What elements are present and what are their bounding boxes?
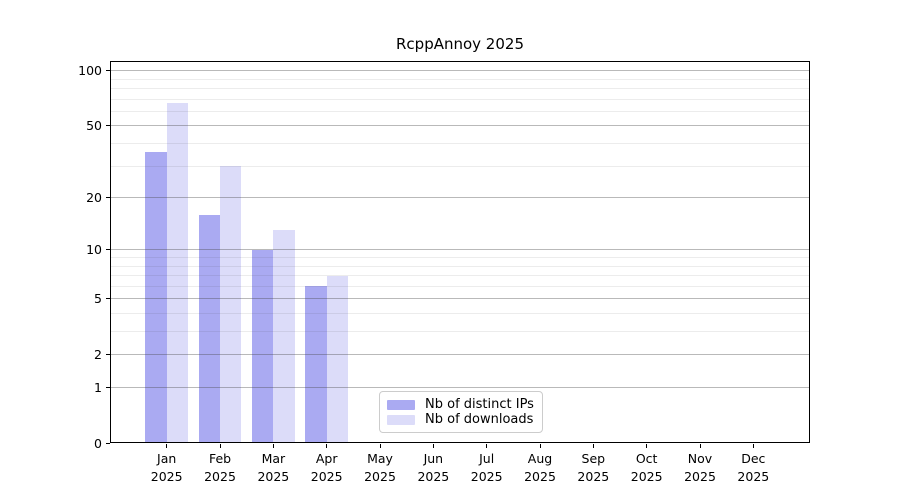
legend-swatch-distinct-ips (387, 399, 415, 410)
x-tick-label-month: Aug (527, 451, 553, 466)
x-tick-label-feb: Feb 2025 (192, 450, 248, 486)
legend-item-downloads: Nb of downloads (387, 412, 534, 427)
x-tick-aug (539, 443, 541, 448)
plot-area (110, 61, 810, 443)
x-tick-label-month: Jul (479, 451, 495, 466)
x-tick-may (379, 443, 381, 448)
y-tick-label-5: 5 (94, 290, 102, 306)
legend: Nb of distinct IPs Nb of downloads (379, 391, 543, 433)
x-tick-dec (752, 443, 754, 448)
x-tick-label-jan: Jan 2025 (139, 450, 195, 486)
x-tick-label-mar: Mar 2025 (245, 450, 301, 486)
y-tick-label-10: 10 (86, 241, 102, 257)
x-tick-label-year: 2025 (150, 469, 183, 484)
x-tick-label-jun: Jun 2025 (405, 450, 461, 486)
x-tick-label-month: Sep (581, 451, 606, 466)
x-tick-label-year: 2025 (630, 469, 663, 484)
y-tick-label-2: 2 (94, 346, 102, 362)
y-tick-0 (106, 443, 110, 444)
x-tick-label-year: 2025 (257, 469, 290, 484)
x-tick-label-year: 2025 (204, 469, 236, 484)
x-tick-jul (486, 443, 488, 448)
x-tick-label-month: Jan (157, 451, 177, 466)
x-tick-label-year: 2025 (524, 469, 556, 484)
x-tick-label-month: Mar (261, 451, 286, 466)
x-tick-label-month: Feb (208, 451, 232, 466)
x-tick-label-year: 2025 (310, 469, 343, 484)
x-tick-label-year: 2025 (577, 469, 610, 484)
x-tick-label-may: May 2025 (352, 450, 408, 486)
y-tick-label-20: 20 (86, 189, 102, 205)
x-tick-label-year: 2025 (684, 469, 716, 484)
x-tick-label-dec: Dec 2025 (725, 450, 781, 486)
legend-label-distinct-ips: Nb of distinct IPs (425, 397, 534, 412)
y-tick-label-100: 100 (78, 62, 102, 78)
x-tick-nov (699, 443, 701, 448)
x-tick-label-month: May (367, 451, 393, 466)
legend-swatch-downloads (387, 414, 415, 425)
y-tick-label-0: 0 (94, 435, 102, 451)
x-tick-label-year: 2025 (417, 469, 450, 484)
x-tick-label-apr: Apr 2025 (299, 450, 355, 486)
y-tick-label-50: 50 (86, 117, 102, 133)
x-tick-label-month: Oct (635, 451, 658, 466)
x-tick-oct (646, 443, 648, 448)
x-tick-label-nov: Nov 2025 (672, 450, 728, 486)
chart-title: RcppAnnoy 2025 (396, 35, 524, 53)
x-tick-jan (166, 443, 168, 448)
x-tick-label-jul: Jul 2025 (459, 450, 515, 486)
x-tick-label-year: 2025 (470, 469, 503, 484)
x-tick-sep (592, 443, 594, 448)
x-tick-label-year: 2025 (737, 469, 770, 484)
x-tick-label-month: Dec (741, 451, 766, 466)
x-tick-label-month: Apr (315, 451, 338, 466)
y-tick-label-1: 1 (94, 379, 102, 395)
x-tick-label-year: 2025 (364, 469, 396, 484)
x-tick-mar (272, 443, 274, 448)
x-tick-label-sep: Sep 2025 (565, 450, 621, 486)
x-tick-feb (219, 443, 221, 448)
legend-item-distinct-ips: Nb of distinct IPs (387, 397, 534, 412)
x-tick-jun (432, 443, 434, 448)
x-tick-label-aug: Aug 2025 (512, 450, 568, 486)
x-tick-label-oct: Oct 2025 (619, 450, 675, 486)
x-tick-label-month: Jun (423, 451, 444, 466)
x-tick-apr (326, 443, 328, 448)
legend-label-downloads: Nb of downloads (425, 412, 534, 427)
x-tick-label-month: Nov (687, 451, 713, 466)
